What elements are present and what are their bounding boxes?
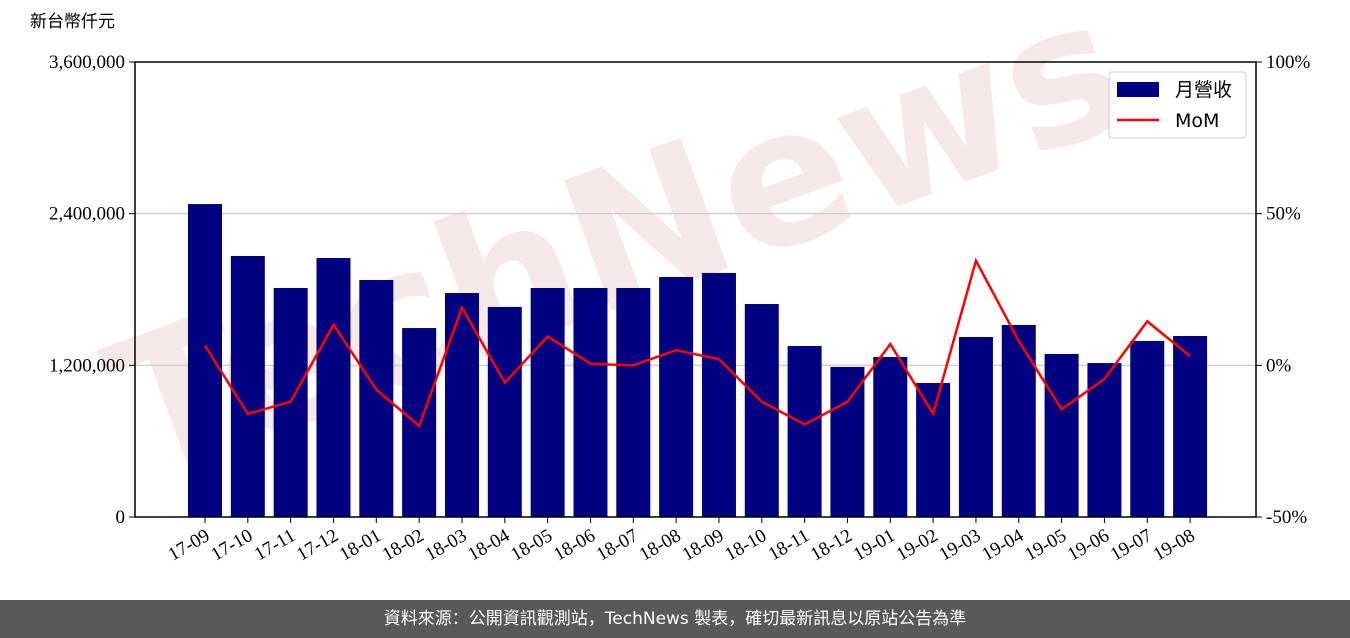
x-tick-label: 18-03 bbox=[422, 525, 471, 565]
x-tick-label: 18-07 bbox=[593, 525, 642, 565]
bar bbox=[1130, 340, 1165, 517]
chart: 新台幣仟元 TechNews 01,200,0002,400,0003,600,… bbox=[30, 0, 1311, 566]
x-tick-label: 18-01 bbox=[336, 525, 385, 565]
mom-line bbox=[203, 257, 1191, 429]
y-tick-label: 1,200,000 bbox=[49, 355, 125, 376]
bar bbox=[1173, 336, 1208, 517]
x-tick-label: 19-07 bbox=[1107, 525, 1156, 565]
x-tick-label: 18-02 bbox=[379, 525, 428, 565]
x-tick-label: 18-12 bbox=[807, 525, 856, 565]
bar bbox=[1087, 363, 1122, 517]
bar bbox=[659, 276, 694, 517]
x-tick-label: 19-05 bbox=[1021, 525, 1070, 565]
bar bbox=[830, 366, 865, 517]
y-axis-label: 新台幣仟元 bbox=[30, 12, 115, 32]
bar bbox=[616, 287, 651, 517]
bar bbox=[787, 345, 822, 517]
bar bbox=[744, 304, 779, 517]
x-tick-label: 18-11 bbox=[765, 525, 813, 565]
legend-swatch bbox=[1117, 82, 1159, 97]
x-tick-label: 17-09 bbox=[165, 525, 214, 565]
x-tick-label: 19-04 bbox=[978, 525, 1027, 566]
x-tick-label: 18-05 bbox=[507, 525, 556, 565]
bar bbox=[1001, 325, 1036, 517]
bar bbox=[873, 356, 908, 517]
bar bbox=[487, 306, 522, 517]
y2-tick-label: 50% bbox=[1266, 204, 1301, 225]
x-tick-label: 18-08 bbox=[636, 525, 685, 565]
x-tick-label: 18-09 bbox=[679, 525, 728, 565]
footer: 資料來源：公開資訊觀測站，TechNews 製表，確切最新訊息以原站公告為準 bbox=[0, 600, 1350, 638]
bar bbox=[316, 258, 351, 517]
y2-tick-label: 100% bbox=[1266, 52, 1311, 73]
y-tick-label: 2,400,000 bbox=[49, 204, 125, 225]
bar bbox=[444, 293, 479, 517]
bar bbox=[701, 272, 736, 517]
x-tick-label: 18-10 bbox=[721, 525, 770, 565]
legend-label: 月營收 bbox=[1175, 79, 1232, 101]
plot-frame bbox=[134, 61, 1257, 518]
bar bbox=[573, 287, 608, 517]
x-tick-label: 19-06 bbox=[1064, 525, 1113, 565]
y-tick-label: 0 bbox=[116, 507, 126, 528]
bar bbox=[916, 383, 951, 517]
legend-label: MoM bbox=[1175, 110, 1219, 132]
x-tick-label: 17-12 bbox=[293, 525, 342, 565]
bar bbox=[958, 337, 993, 517]
x-tick-label: 17-11 bbox=[251, 525, 299, 565]
bar bbox=[1044, 353, 1079, 517]
y-tick-label: 3,600,000 bbox=[49, 52, 125, 73]
x-tick-label: 19-02 bbox=[893, 525, 942, 565]
x-tick-label: 19-01 bbox=[850, 525, 899, 565]
bar bbox=[230, 256, 265, 517]
x-tick-label: 18-06 bbox=[550, 525, 599, 565]
x-tick-label: 18-04 bbox=[464, 525, 513, 566]
bar bbox=[188, 204, 222, 518]
y2-tick-label: 0% bbox=[1266, 355, 1292, 376]
x-tick-label: 19-08 bbox=[1150, 525, 1199, 565]
y2-tick-label: -50% bbox=[1266, 507, 1307, 528]
bar bbox=[530, 287, 565, 517]
x-tick-label: 19-03 bbox=[936, 525, 985, 565]
x-tick-label: 17-10 bbox=[207, 525, 256, 565]
